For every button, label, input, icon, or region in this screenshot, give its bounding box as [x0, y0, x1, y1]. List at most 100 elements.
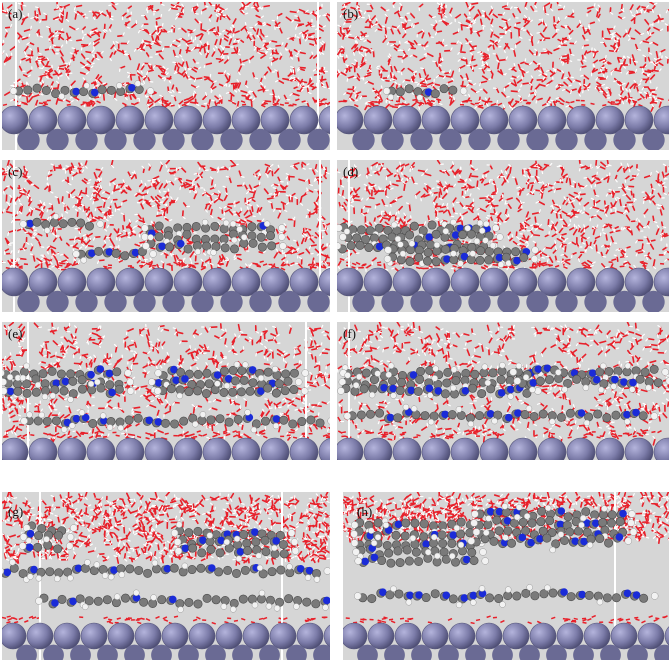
water-molecule — [516, 6, 522, 14]
water-molecule — [298, 178, 307, 183]
water-molecule — [305, 248, 311, 255]
water-molecule — [650, 92, 657, 96]
water-molecule — [5, 210, 14, 214]
water-hydrogen — [302, 35, 305, 40]
water-hydrogen — [589, 264, 594, 268]
water-hydrogen — [80, 203, 85, 207]
water-molecule — [147, 95, 154, 102]
water-hydrogen — [18, 167, 22, 172]
water-hydrogen — [122, 229, 127, 233]
interface-water — [23, 102, 28, 106]
water-hydrogen — [77, 206, 82, 210]
water-molecule — [406, 217, 412, 223]
water-hydrogen — [139, 256, 141, 261]
water-hydrogen — [372, 23, 377, 27]
water-molecule — [97, 259, 105, 262]
water-molecule — [145, 52, 150, 58]
water-hydrogen — [506, 179, 509, 183]
water-molecule — [210, 178, 214, 186]
water-hydrogen — [161, 196, 166, 200]
water-molecule — [138, 241, 146, 244]
substrate-atom — [231, 267, 261, 297]
water-hydrogen — [262, 23, 267, 27]
water-hydrogen — [381, 231, 385, 235]
water-hydrogen — [102, 82, 107, 85]
water-molecule — [197, 161, 203, 169]
water-molecule — [174, 65, 177, 72]
water-molecule — [437, 56, 441, 65]
water-molecule — [638, 222, 645, 229]
water-hydrogen — [357, 174, 362, 178]
water-molecule — [283, 184, 289, 190]
water-molecule — [60, 56, 66, 64]
interface-water — [130, 102, 136, 106]
water-hydrogen — [71, 47, 76, 50]
water-hydrogen — [389, 203, 392, 208]
water-molecule — [379, 94, 383, 102]
water-hydrogen — [233, 200, 236, 205]
water-hydrogen — [654, 61, 659, 65]
water-hydrogen — [168, 79, 172, 84]
water-molecule — [379, 65, 387, 72]
water-hydrogen — [357, 15, 362, 19]
water-hydrogen — [98, 93, 102, 98]
water-molecule — [72, 259, 77, 266]
water-hydrogen — [530, 75, 534, 79]
water-molecule — [25, 189, 31, 197]
water-molecule — [432, 195, 438, 203]
water-molecule — [279, 54, 283, 60]
water-hydrogen — [560, 253, 565, 256]
water-hydrogen — [39, 35, 44, 38]
water-molecule — [129, 232, 135, 237]
water-hydrogen — [84, 63, 89, 67]
water-molecule — [576, 242, 580, 248]
water-hydrogen — [405, 220, 408, 225]
water-hydrogen — [375, 163, 379, 168]
water-molecule — [643, 208, 649, 216]
water-molecule — [519, 225, 523, 231]
water-molecule — [225, 205, 233, 209]
substrate-atom — [450, 105, 480, 135]
water-hydrogen — [400, 264, 404, 267]
water-molecule — [483, 182, 491, 186]
water-hydrogen — [451, 161, 455, 166]
water-hydrogen — [553, 188, 556, 193]
water-molecule — [235, 256, 242, 261]
water-molecule — [570, 201, 575, 209]
water-hydrogen — [645, 256, 649, 261]
water-hydrogen — [574, 195, 579, 199]
water-hydrogen — [124, 83, 128, 87]
water-molecule — [505, 216, 510, 222]
water-molecule — [194, 18, 200, 25]
water-hydrogen — [368, 173, 373, 177]
water-molecule — [450, 163, 455, 169]
water-hydrogen — [664, 23, 669, 26]
water-molecule — [479, 50, 487, 57]
water-hydrogen — [88, 42, 92, 46]
water-hydrogen — [261, 21, 266, 25]
water-hydrogen — [633, 60, 638, 63]
water-molecule — [577, 85, 582, 93]
water-hydrogen — [148, 63, 152, 66]
interface-water — [631, 99, 637, 103]
water-hydrogen — [307, 91, 312, 95]
substrate-atom — [526, 128, 549, 150]
water-molecule — [491, 263, 499, 267]
water-molecule — [53, 254, 59, 263]
carbon-atom — [183, 244, 193, 254]
water-hydrogen — [491, 183, 496, 186]
water-hydrogen — [337, 48, 340, 53]
water-hydrogen — [411, 23, 413, 28]
water-molecule — [419, 193, 426, 199]
water-molecule — [511, 264, 516, 270]
water-molecule — [150, 64, 153, 72]
water-molecule — [91, 101, 96, 107]
water-molecule — [434, 98, 442, 101]
water-hydrogen — [41, 255, 46, 258]
water-molecule — [457, 215, 462, 221]
water-molecule — [241, 5, 246, 12]
water-molecule — [366, 48, 372, 54]
water-hydrogen — [385, 195, 389, 199]
water-molecule — [530, 5, 535, 13]
water-hydrogen — [47, 267, 52, 270]
